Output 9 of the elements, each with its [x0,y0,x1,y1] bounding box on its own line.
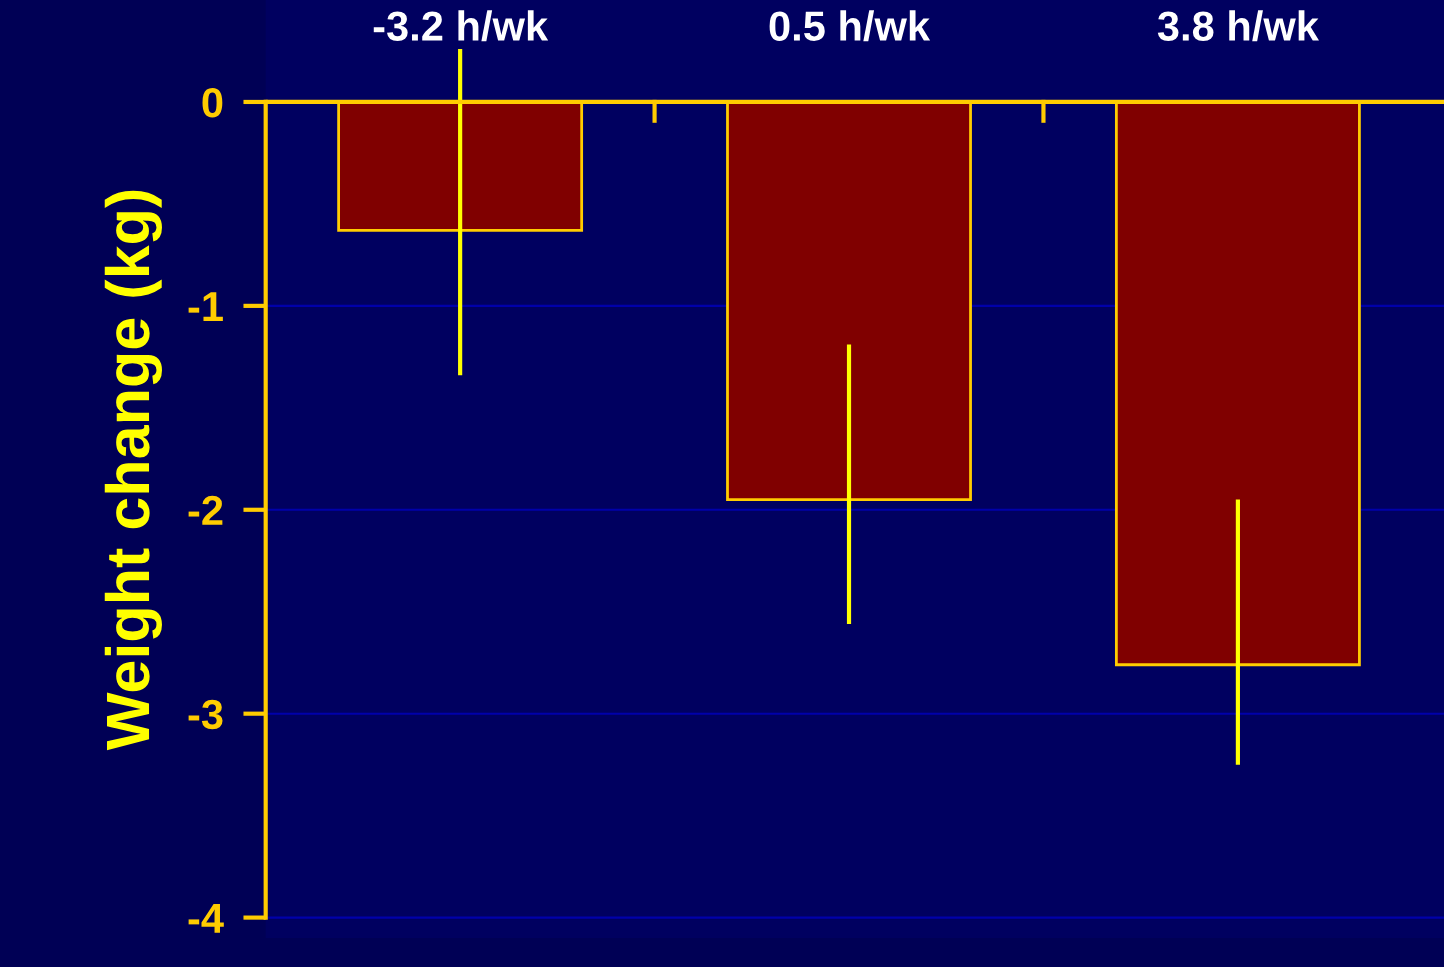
y-tick-label: -4 [188,904,224,933]
y-axis-title: Weight change (kg) [104,190,162,751]
x-tick-label: 0.5 h/wk [769,10,931,42]
x-tick-label: -3.2 h/wk [373,10,549,42]
y-tick-label: -3 [188,699,223,730]
y-tick-label: -1 [188,292,223,321]
y-tick-label: -2 [188,495,223,525]
y-tick-label: 0 [202,87,223,118]
x-tick-label: 3.8 h/wk [1157,10,1319,42]
